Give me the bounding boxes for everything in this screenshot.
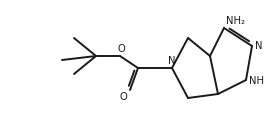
Text: O: O	[117, 44, 125, 54]
Text: N: N	[255, 41, 262, 51]
Text: N: N	[168, 56, 176, 66]
Text: NH₂: NH₂	[226, 16, 245, 26]
Text: O: O	[119, 92, 127, 102]
Text: NH: NH	[249, 76, 264, 86]
